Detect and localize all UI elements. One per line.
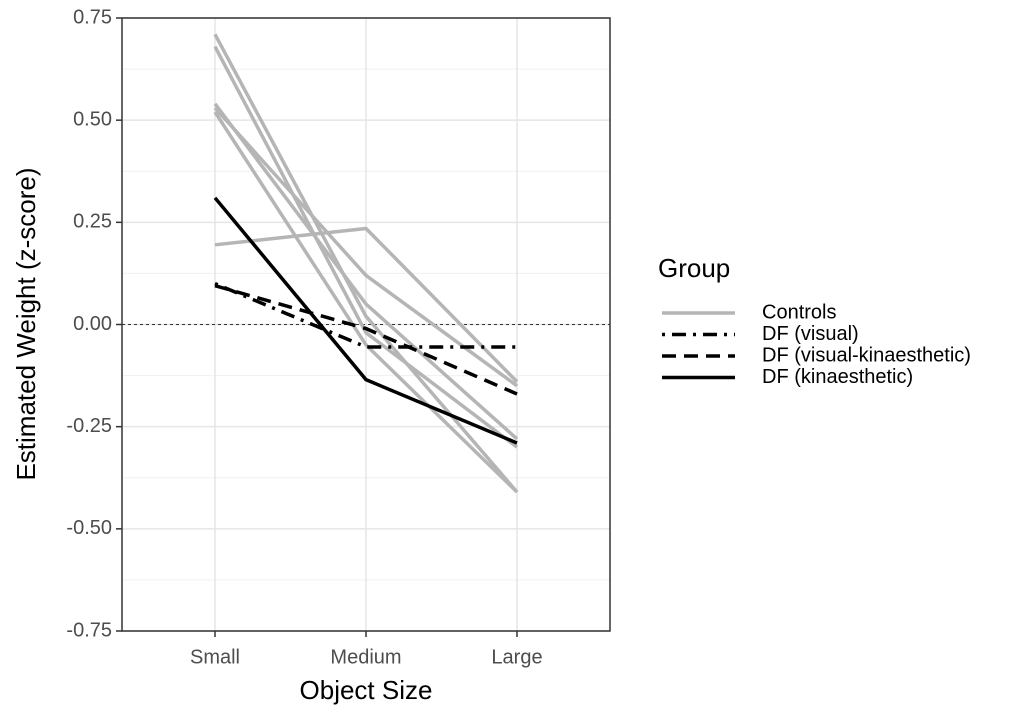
- y-tick-label: -0.75: [66, 619, 112, 641]
- x-axis-title: Object Size: [300, 675, 433, 705]
- legend-label: Controls: [762, 301, 836, 323]
- legend-label: DF (visual): [762, 323, 859, 345]
- y-tick-label: -0.25: [66, 415, 112, 437]
- series-line: [213, 102, 519, 441]
- series-line: [214, 226, 519, 383]
- plot-border: [121, 17, 611, 632]
- series-line: [213, 196, 518, 445]
- y-tick-label: 0.50: [73, 108, 112, 130]
- series-line: [213, 111, 519, 494]
- series-line: [214, 282, 517, 349]
- y-tick-label: 0.75: [73, 6, 112, 28]
- legend-label: DF (visual-kinaesthetic): [762, 344, 971, 366]
- series-line: [214, 283, 518, 396]
- x-tick-label: Medium: [330, 646, 401, 668]
- x-tick-label: Small: [190, 646, 240, 668]
- y-tick-label: 0.00: [73, 313, 112, 335]
- y-axis-title: Estimated Weight (z-score): [11, 167, 41, 480]
- legend-label: DF (kinaesthetic): [762, 366, 913, 388]
- x-tick-label: Large: [491, 646, 542, 668]
- series-line: [213, 106, 519, 388]
- series-line: [213, 33, 519, 494]
- legend-title: Group: [658, 253, 730, 283]
- y-tick-label: -0.50: [66, 517, 112, 539]
- series-line: [213, 45, 519, 449]
- y-tick-label: 0.25: [73, 211, 112, 233]
